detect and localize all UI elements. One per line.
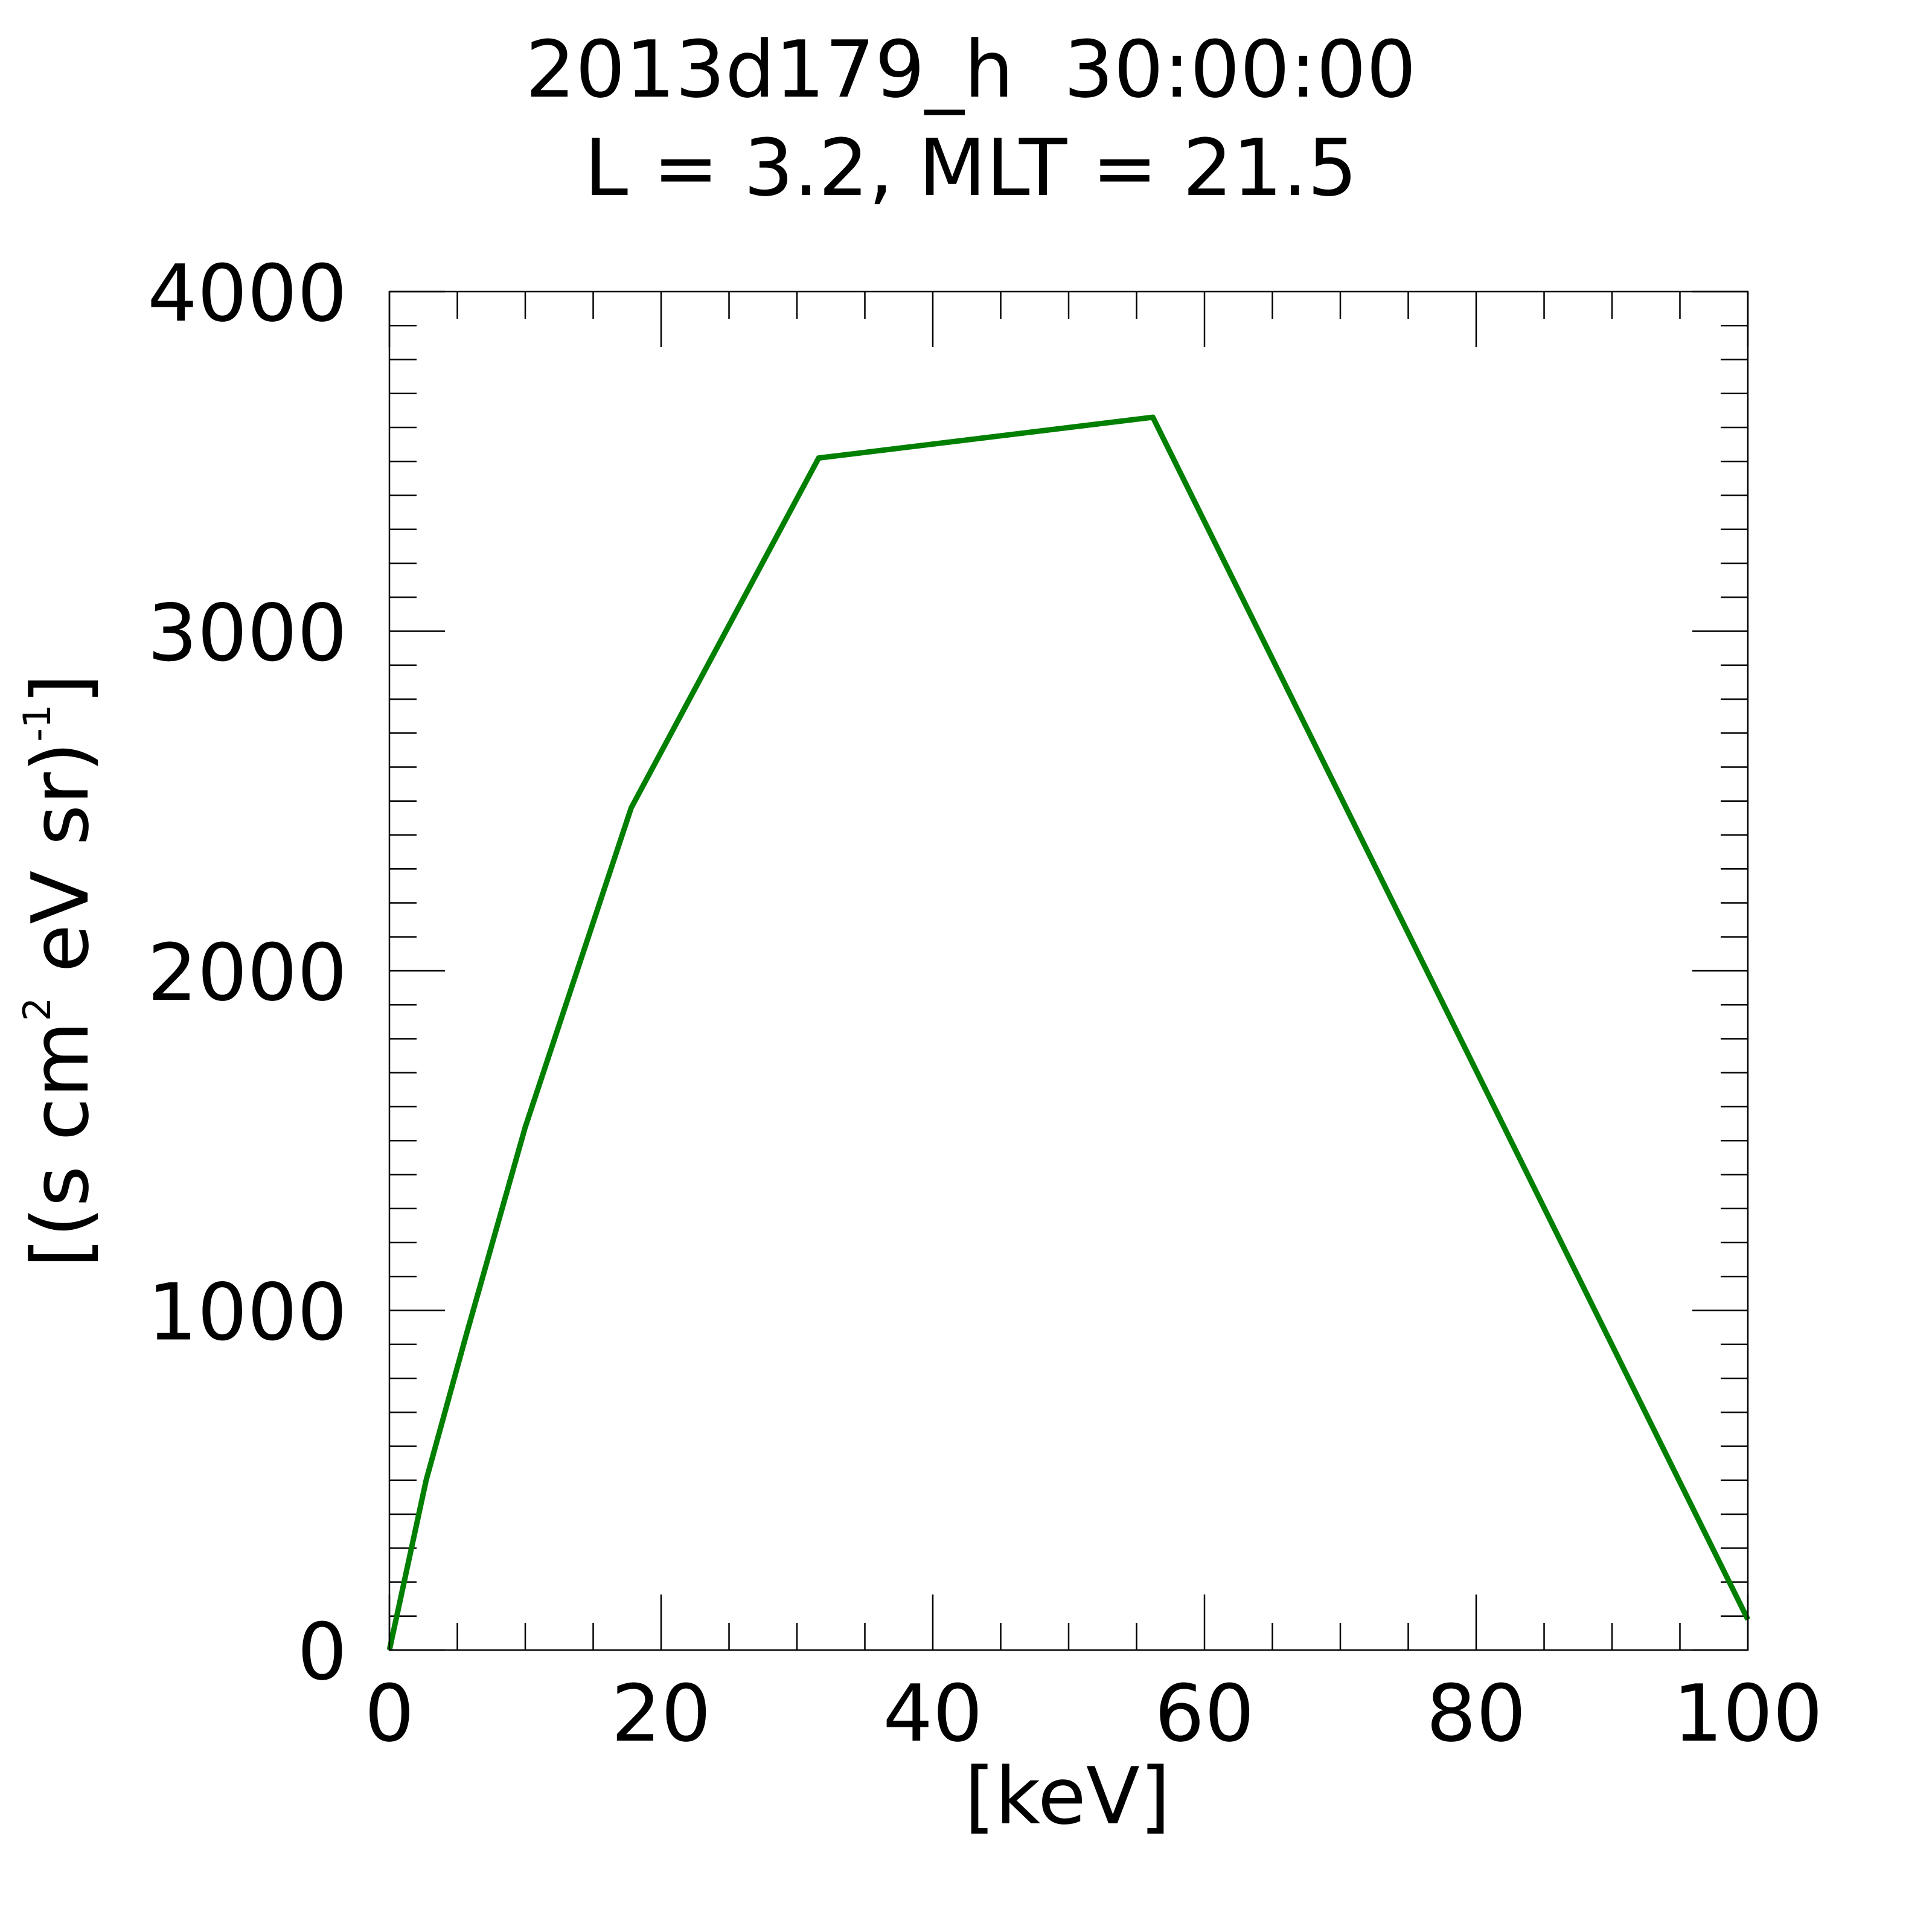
- x-tick-label: 60: [1154, 1668, 1254, 1759]
- y-axis-label-sup-2: -1: [15, 705, 59, 742]
- chart-title-line-1: 2013d179_h 30:00:00: [525, 24, 1416, 115]
- y-axis-label-part-2: eV sr): [14, 742, 106, 997]
- y-axis-label: [(s cm2 eV sr)-1]: [14, 674, 106, 1268]
- x-tick-label: 20: [611, 1668, 711, 1759]
- y-tick-label: 4000: [147, 248, 347, 339]
- y-tick-label: 1000: [147, 1267, 347, 1358]
- y-tick-label: 2000: [147, 927, 347, 1019]
- x-tick-label: 0: [365, 1668, 415, 1759]
- x-axis-label: [keV]: [965, 1750, 1171, 1842]
- chart-title-line-2: L = 3.2, MLT = 21.5: [584, 122, 1358, 214]
- axis-ticks: [388, 290, 1749, 1651]
- x-tick-label: 100: [1673, 1668, 1823, 1759]
- x-tick-label: 40: [883, 1668, 982, 1759]
- plot-frame: [388, 290, 1749, 1651]
- y-axis-label-sup-1: 2: [15, 997, 59, 1021]
- series-line-0: [386, 414, 1751, 1651]
- x-tick-label: 80: [1426, 1668, 1526, 1759]
- y-tick-label: 3000: [147, 587, 347, 679]
- y-axis-label-part-3: ]: [14, 674, 106, 705]
- y-axis-label-part-1: [(s cm: [14, 1021, 106, 1268]
- data-series: [386, 414, 1751, 1651]
- y-tick-label: 0: [297, 1606, 347, 1698]
